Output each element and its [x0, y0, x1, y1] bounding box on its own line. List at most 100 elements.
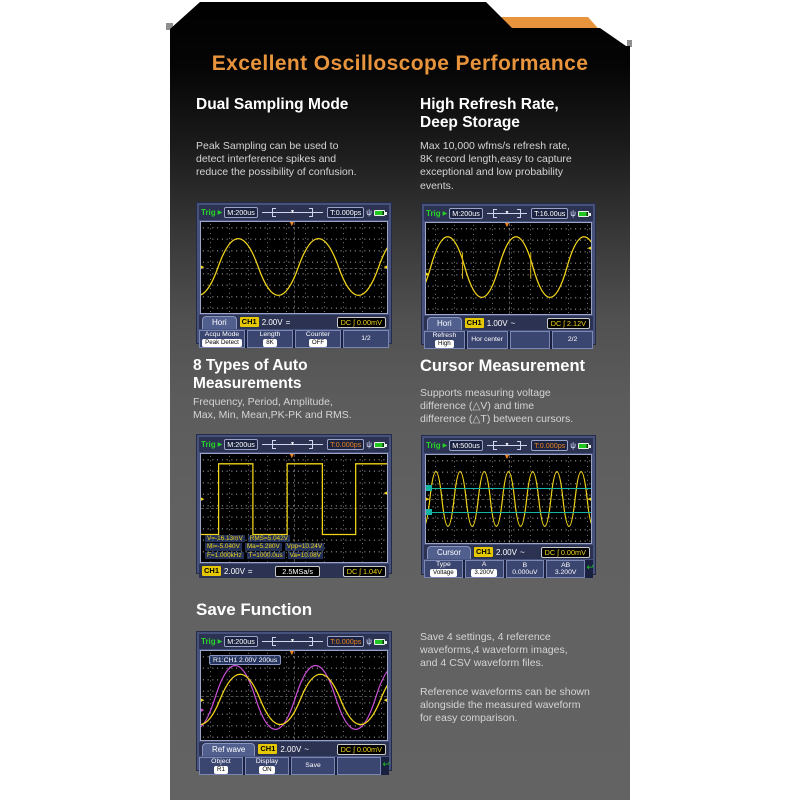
menu-value-badge: R1	[214, 766, 228, 774]
meas-v: V=-16.13mV	[205, 534, 245, 542]
run-play-icon: ▶	[442, 211, 448, 217]
waveform-screen: ▼ ▶ ◀	[425, 222, 592, 315]
heading-dual-sampling: Dual Sampling Mode	[196, 96, 349, 113]
waveform-screen: ▼ ▶ ◀	[200, 221, 388, 314]
scope-top-bar: Trig ▶ M:200us ▼ T:0.000ps ψ	[199, 634, 389, 649]
menu-button-object: Object R1	[199, 757, 243, 775]
timebase-box: M:200us	[224, 636, 258, 647]
cursor-line-a	[426, 488, 591, 489]
menu-button-hor-center: Hor center	[466, 331, 508, 349]
menu-value-text: 0.000uV	[512, 569, 538, 576]
channel-marker-icon: ▶	[201, 697, 204, 704]
trig-label: Trig	[201, 208, 216, 217]
slider-tick-icon: ▼	[290, 209, 295, 215]
cursor-a-marker	[426, 485, 432, 491]
trigger-level-marker-icon: ◀	[384, 490, 387, 497]
trig-label: Trig	[201, 637, 216, 646]
menu-value-badge: High	[435, 340, 454, 348]
body-cursor: Supports measuring voltage difference (△…	[420, 387, 574, 426]
trigger-info-box: DC ʃ 0.00mV	[336, 316, 386, 328]
trigger-time-box: T:0.000ps	[327, 207, 365, 218]
soft-menu: Object R1 Display ON Save ↩	[199, 757, 390, 775]
usb-icon: ψ	[366, 636, 372, 646]
trigger-info-box: DC ʃ 0.00mV	[540, 546, 590, 558]
menu-page-indicator: 2/2	[552, 331, 593, 349]
channel-volts: 2.00V	[224, 566, 245, 576]
trigger-marker-icon: ▼	[288, 221, 296, 228]
grid-center-hline	[426, 499, 591, 500]
menu-button-type: Type Voltage	[424, 560, 463, 578]
trigger-time-box: T:0.000ps	[327, 439, 365, 450]
return-icon: ↩	[586, 562, 594, 572]
run-play-icon: ▶	[217, 210, 223, 216]
channel-volts: 2.00V	[261, 317, 283, 327]
slider-tick-icon: ▼	[504, 442, 510, 448]
heading-save-function: Save Function	[196, 600, 313, 619]
meas-min: Mi=-5.040V	[205, 543, 242, 551]
menu-button-cursor-b: B 0.000uV	[505, 560, 545, 578]
usb-icon: ψ	[366, 207, 372, 217]
heading-high-refresh: High Refresh Rate, Deep Storage	[420, 96, 559, 132]
body-save-2: Reference waveforms can be shown alongsi…	[420, 686, 590, 725]
edge-icon: ʃ	[359, 566, 361, 576]
edge-icon: ʃ	[353, 744, 355, 754]
sine-waveform-dense	[426, 471, 591, 527]
trigger-level-marker-icon: ◀	[588, 245, 591, 252]
body-save-1: Save 4 settings, 4 reference waveforms,4…	[420, 631, 568, 670]
channel-marker-icon: ▶	[201, 264, 204, 271]
coupling-symbol: =	[285, 317, 291, 327]
waveform-screen: ▼ ▶ ◀	[425, 454, 592, 544]
scope-top-bar: Trig ▶ M:200us ▼ T:16.00us ψ	[424, 206, 593, 221]
reference-wave-label: R1:CH1 2.00V 200us	[209, 655, 282, 665]
usb-icon: ψ	[570, 208, 576, 218]
run-play-icon: ▶	[217, 442, 223, 448]
trigger-marker-icon: ▼	[288, 650, 296, 657]
battery-icon	[374, 209, 387, 216]
edge-icon: ʃ	[563, 318, 565, 328]
menu-value-badge: Voltage	[430, 569, 457, 577]
scope-status-bar: Hori CH1 2.00V = DC ʃ 0.00mV	[199, 315, 389, 329]
menu-value-badge: 8K	[263, 339, 277, 347]
sample-rate-box: 2.5MSa/s	[275, 565, 321, 577]
battery-icon	[374, 441, 387, 448]
menu-button-blank	[337, 757, 381, 775]
return-icon: ↩	[382, 759, 390, 769]
channel-volts: 1.00V	[486, 318, 508, 328]
waveform-screen: R1:CH1 2.00V 200us ▼ ▶ ▶ ◀	[200, 650, 388, 741]
trigger-position-slider: ▼	[261, 440, 324, 449]
menu-value-badge: Peak Detect	[202, 339, 242, 347]
menu-button-length: Length 8K	[247, 330, 293, 348]
soft-menu: Acqu Mode Peak Detect Length 8K Counter OFF…	[199, 330, 389, 348]
timebase-box: M:500us	[449, 440, 483, 451]
grid-center-hline	[426, 268, 591, 270]
scope-status-bar: Cursor CH1 2.00V ~ DC ʃ 0.00mV	[424, 545, 593, 559]
meas-max: Ma=5.280V	[244, 543, 282, 551]
channel-badge: CH1	[239, 317, 259, 327]
battery-icon	[578, 210, 591, 217]
auto-measurements-overlay: V=-16.13mV RMS=5.042V Mi=-5.040V Ma=5.28…	[205, 534, 325, 559]
meas-period: T=1000.0us	[246, 551, 285, 559]
battery-icon	[374, 638, 387, 645]
deco-square-left	[166, 23, 173, 30]
scope-screenshot-dual-sampling: Trig ▶ M:200us ▼ T:0.000ps ψ ▼ ▶ ◀ Hori …	[196, 202, 392, 348]
sine-waveform-with-spikes	[426, 236, 591, 299]
channel-marker-icon: ▶	[201, 496, 204, 503]
cursor-line-b	[426, 512, 591, 513]
coupling-symbol: ~	[519, 547, 525, 557]
usb-icon: ψ	[366, 439, 372, 449]
grid-center-hline	[201, 508, 387, 509]
meas-vpp: Vpp=10.24V	[284, 543, 325, 551]
trigger-position-slider: ▼	[486, 441, 528, 450]
slider-tick-icon: ▼	[290, 638, 295, 644]
trigger-position-slider: ▼	[261, 637, 324, 646]
menu-button-acqu-mode: Acqu Mode Peak Detect	[199, 330, 245, 348]
trigger-marker-icon: ▼	[503, 222, 511, 229]
page-title: Excellent Oscilloscope Performance	[211, 52, 589, 75]
trigger-marker-icon: ▼	[288, 453, 296, 460]
trig-label: Trig	[426, 441, 441, 450]
trigger-info-box: DC ʃ 2.12V	[546, 317, 590, 329]
channel-volts: 2.00V	[280, 744, 302, 754]
heading-cursor: Cursor Measurement	[420, 357, 586, 375]
heading-auto-measurements: 8 Types of Auto Measurements	[193, 357, 308, 393]
coupling-symbol: ~	[304, 744, 309, 754]
